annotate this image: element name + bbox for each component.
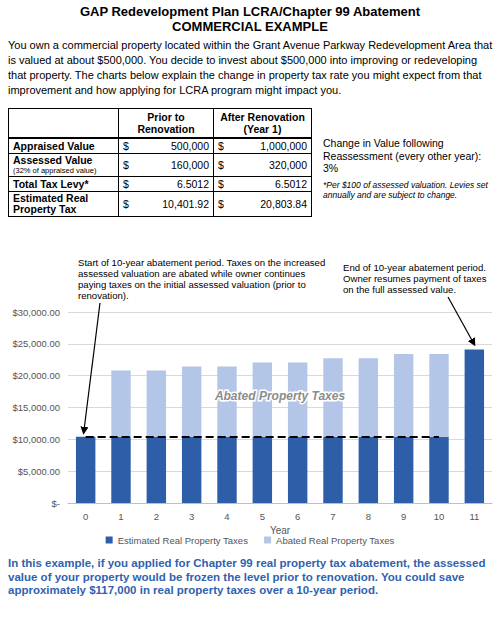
html-text:(32% of appraised value): (32% of appraised value) — [13, 166, 97, 175]
svg-text:9: 9 — [401, 511, 406, 522]
html-text:320,000: 320,000 — [269, 159, 307, 171]
html-text:6.5012: 6.5012 — [274, 178, 307, 190]
svg-text:Abated Real Property Taxes: Abated Real Property Taxes — [276, 535, 394, 546]
html-text:End of 10-year abatement perio: End of 10-year abatement period. Owner r… — [343, 262, 487, 295]
svg-text:$15,000.00: $15,000.00 — [12, 402, 60, 413]
html-text:(Year 1): (Year 1) — [243, 123, 282, 135]
svg-text:1: 1 — [118, 511, 123, 522]
svg-text:7: 7 — [330, 511, 335, 522]
html-text:1,000,000: 1,000,000 — [260, 140, 307, 152]
html-text:500,000: 500,000 — [171, 140, 209, 152]
html-text:Change in Value following Reas: Change in Value following Reassessment (… — [323, 137, 482, 174]
html-text:Assessed Value: Assessed Value — [13, 154, 93, 166]
svg-text:2: 2 — [154, 511, 159, 522]
svg-text:5: 5 — [260, 511, 265, 522]
svg-text:Abated Property Taxes: Abated Property Taxes — [214, 389, 346, 403]
svg-text:Estimated Real Property Taxes: Estimated Real Property Taxes — [118, 535, 248, 546]
html-text:GAP Redevelopment Plan LCRA/Ch: GAP Redevelopment Plan LCRA/Chapter 99 A… — [79, 4, 421, 19]
svg-text:3: 3 — [189, 511, 194, 522]
html-text:Appraised Value: Appraised Value — [13, 139, 95, 152]
svg-text:$5,000.00: $5,000.00 — [18, 466, 60, 477]
svg-text:$30,000.00: $30,000.00 — [12, 307, 60, 318]
html-text:10,401.92: 10,401.92 — [162, 198, 209, 210]
svg-text:$20,000.00: $20,000.00 — [12, 370, 60, 381]
html-text:*Per $100 of assessed valuatio: *Per $100 of assessed valuation. Levies … — [323, 180, 488, 200]
html-text:In this example, if you applie: In this example, if you applied for Chap… — [8, 557, 486, 596]
html-text:Start of 10-year abatement per: Start of 10-year abatement period. Taxes… — [78, 257, 326, 301]
svg-text:0: 0 — [83, 511, 88, 522]
svg-text:Year: Year — [269, 525, 291, 537]
html-text:Total Tax Levy*: Total Tax Levy* — [13, 177, 89, 190]
html-text:Estimated Real Property Tax: Estimated Real Property Tax — [13, 192, 89, 215]
svg-text:$25,000.00: $25,000.00 — [12, 338, 60, 349]
html-text:COMMERCIAL EXAMPLE: COMMERCIAL EXAMPLE — [172, 19, 328, 34]
svg-text:10: 10 — [434, 511, 445, 522]
html-text:You own a commercial property: You own a commercial property located wi… — [8, 39, 493, 96]
html-text:Renovation: Renovation — [137, 123, 195, 135]
html-text:Prior to: Prior to — [147, 111, 185, 123]
html-text:After Renovation: After Renovation — [220, 111, 305, 123]
html-text:6.5012: 6.5012 — [176, 178, 209, 190]
html-text:160,000: 160,000 — [171, 159, 209, 171]
html-text:20,803.84: 20,803.84 — [260, 198, 307, 210]
svg-text:$-: $- — [52, 498, 60, 509]
svg-text:6: 6 — [295, 511, 300, 522]
svg-text:$10,000.00: $10,000.00 — [12, 434, 60, 445]
svg-text:4: 4 — [224, 511, 229, 522]
svg-text:11: 11 — [469, 511, 479, 522]
svg-text:8: 8 — [366, 511, 371, 522]
